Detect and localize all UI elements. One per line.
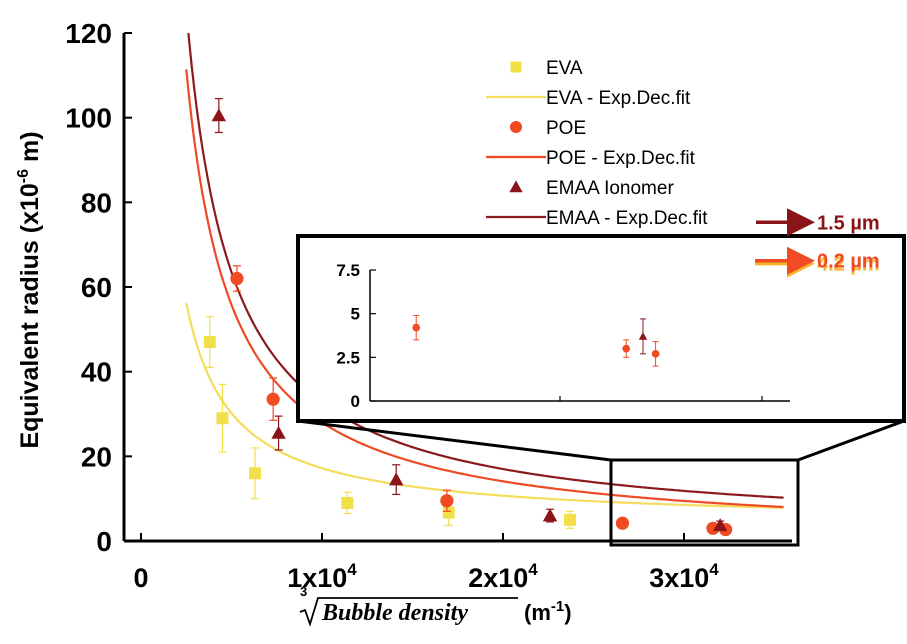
legend-label: EMAA Ionomer bbox=[546, 178, 674, 199]
x-tick-group: 0 1x104 2x104 3x104 bbox=[133, 533, 719, 593]
legend-poemarker bbox=[509, 120, 523, 134]
inset-y-tick-group: 0 2.5 5 7.5 bbox=[336, 261, 376, 411]
x-tick-label: 0 bbox=[133, 563, 148, 593]
evapoint bbox=[249, 447, 262, 500]
poeinset-marker bbox=[651, 349, 660, 358]
evapoint bbox=[563, 510, 576, 529]
emaa-ionomermarker bbox=[389, 472, 404, 486]
emaa-ionomermarker bbox=[211, 108, 227, 122]
emaa-ionomerinset-marker bbox=[638, 332, 648, 340]
fit-curves bbox=[185, 33, 784, 509]
x-tick-label: 1x104 bbox=[287, 560, 357, 593]
poemarker bbox=[706, 521, 720, 535]
poefit-curve bbox=[185, 69, 784, 509]
y-tick-label: 60 bbox=[81, 272, 112, 303]
poeinset-point bbox=[622, 339, 631, 358]
emaa-ionomerpoint bbox=[542, 508, 558, 523]
y-axis-label-unit: m) bbox=[16, 131, 44, 169]
legend-entry: POE - Exp.Dec.fit bbox=[486, 148, 696, 169]
evamarker bbox=[563, 513, 576, 526]
emaa-ionomermarker bbox=[271, 425, 286, 439]
poeinset-point bbox=[412, 314, 421, 341]
x-axis-label: 3 Bubble density (m-1) bbox=[299, 584, 572, 627]
poeinset-marker bbox=[622, 344, 631, 353]
inset-asymptote-arrows: 4.2 µm 1.5 µm 0.2 µm bbox=[755, 208, 880, 278]
legend-entry: EMAA Ionomer bbox=[509, 178, 674, 199]
emaa-ionomerfit-curve bbox=[187, 33, 784, 499]
y-axis-label-exponent: -6 bbox=[15, 169, 32, 183]
zoom-region-box bbox=[609, 458, 800, 547]
legend-entry: EMAA - Exp.Dec.fit bbox=[486, 208, 708, 229]
poepoint bbox=[440, 489, 454, 512]
y-tick-label: 40 bbox=[81, 357, 112, 388]
legend-label: POE - Exp.Dec.fit bbox=[546, 148, 696, 169]
x-axis-root-index: 3 bbox=[300, 584, 307, 599]
y-tick-label: 120 bbox=[65, 18, 112, 49]
evamarker bbox=[203, 336, 216, 349]
y-tick-label: 20 bbox=[81, 441, 112, 472]
evafit-curve bbox=[185, 302, 784, 509]
x-tick-label: 3x104 bbox=[649, 560, 719, 593]
x-axis-radical-sign bbox=[299, 597, 518, 627]
y-tick-label: 80 bbox=[81, 187, 112, 218]
inset: 0 2.5 5 7.5 4.2 µm 1.5 µm 0.2 µm bbox=[296, 208, 906, 423]
inset-y-tick-label: 2.5 bbox=[336, 348, 360, 367]
poeinset-marker bbox=[412, 323, 421, 332]
emaa-ionomerinset-point bbox=[638, 318, 648, 355]
poemarker bbox=[440, 494, 454, 508]
emaa-ionomerpoint bbox=[271, 415, 286, 451]
x-tick-label: 2x104 bbox=[468, 560, 538, 593]
legend-entry: EVA bbox=[510, 58, 583, 79]
emaa-ionomermarker bbox=[542, 508, 558, 522]
legend-background bbox=[484, 50, 756, 232]
asymptote-label: 0.2 µm bbox=[817, 251, 880, 273]
legend-entry: EVA - Exp.Dec.fit bbox=[486, 88, 691, 109]
inset-frame bbox=[296, 234, 906, 423]
y-tick-label: 0 bbox=[96, 526, 112, 557]
poepoint bbox=[230, 265, 244, 292]
poemarker bbox=[230, 271, 244, 286]
evamarker bbox=[216, 412, 229, 425]
poeinset-point bbox=[651, 341, 660, 367]
legend-evamarker bbox=[510, 61, 522, 73]
zoom-connector-left bbox=[297, 419, 612, 462]
emaa-ionomermarker bbox=[713, 518, 728, 532]
evamarker bbox=[442, 506, 455, 519]
x-axis-radicand: Bubble density bbox=[321, 600, 468, 626]
poepoint bbox=[615, 516, 630, 530]
data-points bbox=[203, 98, 733, 537]
emaa-ionomerpoint bbox=[713, 518, 728, 532]
evapoint bbox=[216, 383, 229, 453]
asymptote-label: 1.5 µm bbox=[817, 212, 880, 234]
y-tick-label: 100 bbox=[65, 103, 112, 134]
evapoint bbox=[341, 491, 354, 515]
inset-data-points bbox=[412, 314, 660, 367]
inset-y-tick-label: 0 bbox=[351, 392, 360, 411]
poemarker bbox=[266, 392, 280, 406]
y-tick-group: 0 20 40 60 80 100 120 bbox=[65, 18, 132, 557]
legend: EVA EVA - Exp.Dec.fit POE POE - Exp.Dec.fit… bbox=[484, 50, 756, 232]
evapoint bbox=[203, 316, 216, 369]
emaa-ionomerpoint bbox=[389, 464, 404, 496]
evamarker bbox=[341, 496, 354, 509]
legend-label: POE bbox=[546, 118, 586, 139]
emaa-ionomerpoint bbox=[211, 98, 227, 134]
x-axis-unit: (m-1) bbox=[524, 598, 572, 625]
legend-label: EMAA - Exp.Dec.fit bbox=[546, 208, 708, 229]
legend-entry: POE bbox=[509, 118, 586, 139]
poemarker bbox=[615, 516, 630, 530]
poepoint bbox=[266, 377, 280, 421]
y-axis-label: Equivalent radius (x10-6 m) bbox=[15, 131, 44, 448]
inset-y-tick-label: 7.5 bbox=[336, 261, 360, 280]
evamarker bbox=[249, 467, 262, 480]
asymptote-label: 4.2 µm bbox=[817, 254, 880, 276]
legend-label: EVA bbox=[546, 58, 583, 79]
zoom-connector-right bbox=[797, 419, 905, 462]
inset-y-tick-label: 5 bbox=[351, 305, 360, 324]
legend-emaa-ionomermarker bbox=[509, 180, 523, 193]
legend-label: EVA - Exp.Dec.fit bbox=[546, 88, 691, 109]
